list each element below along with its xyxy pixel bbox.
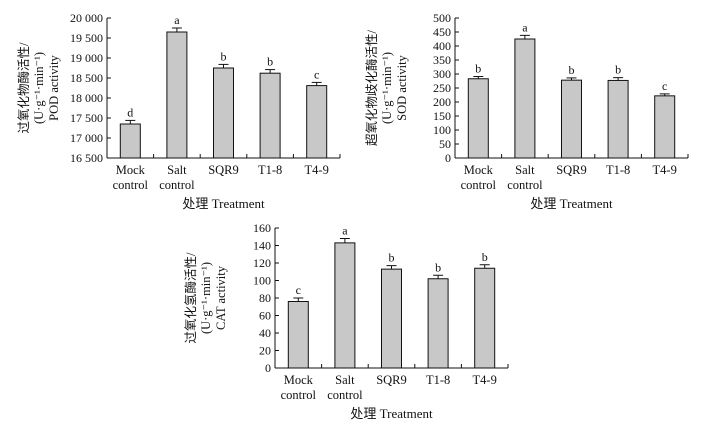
y-tick-label: 17 500 [70, 111, 103, 125]
significance-label: b [267, 55, 273, 69]
y-tick-label: 100 [433, 123, 451, 137]
x-tick-label: Salt control [507, 163, 543, 192]
y-tick-label: 16 500 [70, 151, 103, 165]
significance-label: c [314, 67, 319, 81]
x-axis-title: 处理 Treatment [182, 196, 265, 211]
bar [119, 123, 141, 159]
x-tick-label: Salt control [327, 373, 363, 402]
significance-label: b [615, 63, 621, 77]
x-tick-label: T1-8 [606, 163, 630, 177]
significance-label: b [435, 260, 441, 274]
bar [474, 267, 496, 369]
bar [381, 268, 402, 369]
y-tick-label: 400 [433, 39, 451, 53]
significance-label: d [127, 105, 133, 119]
bar [287, 301, 309, 369]
x-tick-label: Mock control [281, 373, 317, 402]
y-tick-label: 18 500 [70, 71, 103, 85]
bar [213, 67, 234, 159]
y-tick-label: 19 500 [70, 31, 103, 45]
x-tick-label: SQR9 [376, 373, 407, 387]
y-tick-label: 100 [253, 274, 271, 288]
bar [467, 78, 489, 159]
y-tick-label: 0 [445, 151, 451, 165]
bar [166, 31, 188, 159]
x-tick-label: T1-8 [426, 373, 450, 387]
bar [514, 38, 536, 159]
y-tick-label: 20 000 [70, 11, 103, 25]
y-tick-label: 350 [433, 53, 451, 67]
y-tick-label: 80 [259, 291, 271, 305]
y-axis-title: 超氧化物歧化酶活性/(U·g⁻¹·min⁻¹)SOD activity [364, 29, 409, 146]
y-tick-label: 150 [433, 109, 451, 123]
significance-label: b [569, 63, 575, 77]
y-tick-label: 50 [439, 137, 451, 151]
y-tick-label: 200 [433, 95, 451, 109]
x-tick-label: Mock control [461, 163, 497, 192]
y-tick-label: 500 [433, 11, 451, 25]
y-tick-label: 140 [253, 239, 271, 253]
bar [427, 278, 449, 369]
significance-label: c [296, 283, 301, 297]
bar [334, 242, 356, 369]
y-tick-label: 40 [259, 326, 271, 340]
x-axis-title: 处理 Treatment [350, 406, 433, 421]
y-tick-label: 300 [433, 67, 451, 81]
x-tick-label: SQR9 [208, 163, 239, 177]
x-axis-title: 处理 Treatment [530, 196, 613, 211]
y-tick-label: 160 [253, 221, 271, 235]
y-tick-label: 19 000 [70, 51, 103, 65]
y-tick-label: 18 000 [70, 91, 103, 105]
y-tick-label: 120 [253, 256, 271, 270]
significance-label: a [174, 13, 180, 27]
chart-3: 0 20 40 60 80 100 120 140 160 c Mock control a Salt co… [183, 221, 509, 421]
bar [561, 79, 582, 159]
x-tick-label: T4-9 [473, 373, 497, 387]
significance-label: b [221, 49, 227, 63]
significance-label: b [482, 250, 488, 264]
bar [306, 85, 328, 159]
y-axis-title: 过氧化氢酶活性/(U·g⁻¹·min⁻¹)CAT activity [183, 252, 228, 344]
significance-label: a [522, 20, 528, 34]
bar [607, 79, 629, 159]
y-tick-label: 17 000 [70, 131, 103, 145]
significance-label: b [389, 251, 395, 265]
y-tick-label: 250 [433, 81, 451, 95]
y-tick-label: 0 [265, 361, 271, 375]
x-tick-label: T4-9 [653, 163, 677, 177]
x-tick-label: T1-8 [258, 163, 282, 177]
significance-label: a [342, 224, 348, 238]
y-axis-title: 过氧化物酶活性/(U·g⁻¹·min⁻¹)POD activity [16, 42, 61, 134]
x-tick-label: Salt control [159, 163, 195, 192]
bar [654, 95, 676, 159]
y-tick-label: 20 [259, 344, 271, 358]
significance-label: b [475, 62, 481, 76]
significance-label: c [662, 79, 667, 93]
x-tick-label: Mock control [113, 163, 149, 192]
x-tick-label: SQR9 [556, 163, 587, 177]
bar [259, 72, 281, 159]
chart-1: 16 500 17 000 17 500 18 000 18 500 19 000 19 5… [16, 11, 341, 211]
y-tick-label: 60 [259, 309, 271, 323]
x-tick-label: T4-9 [305, 163, 329, 177]
y-tick-label: 450 [433, 25, 451, 39]
